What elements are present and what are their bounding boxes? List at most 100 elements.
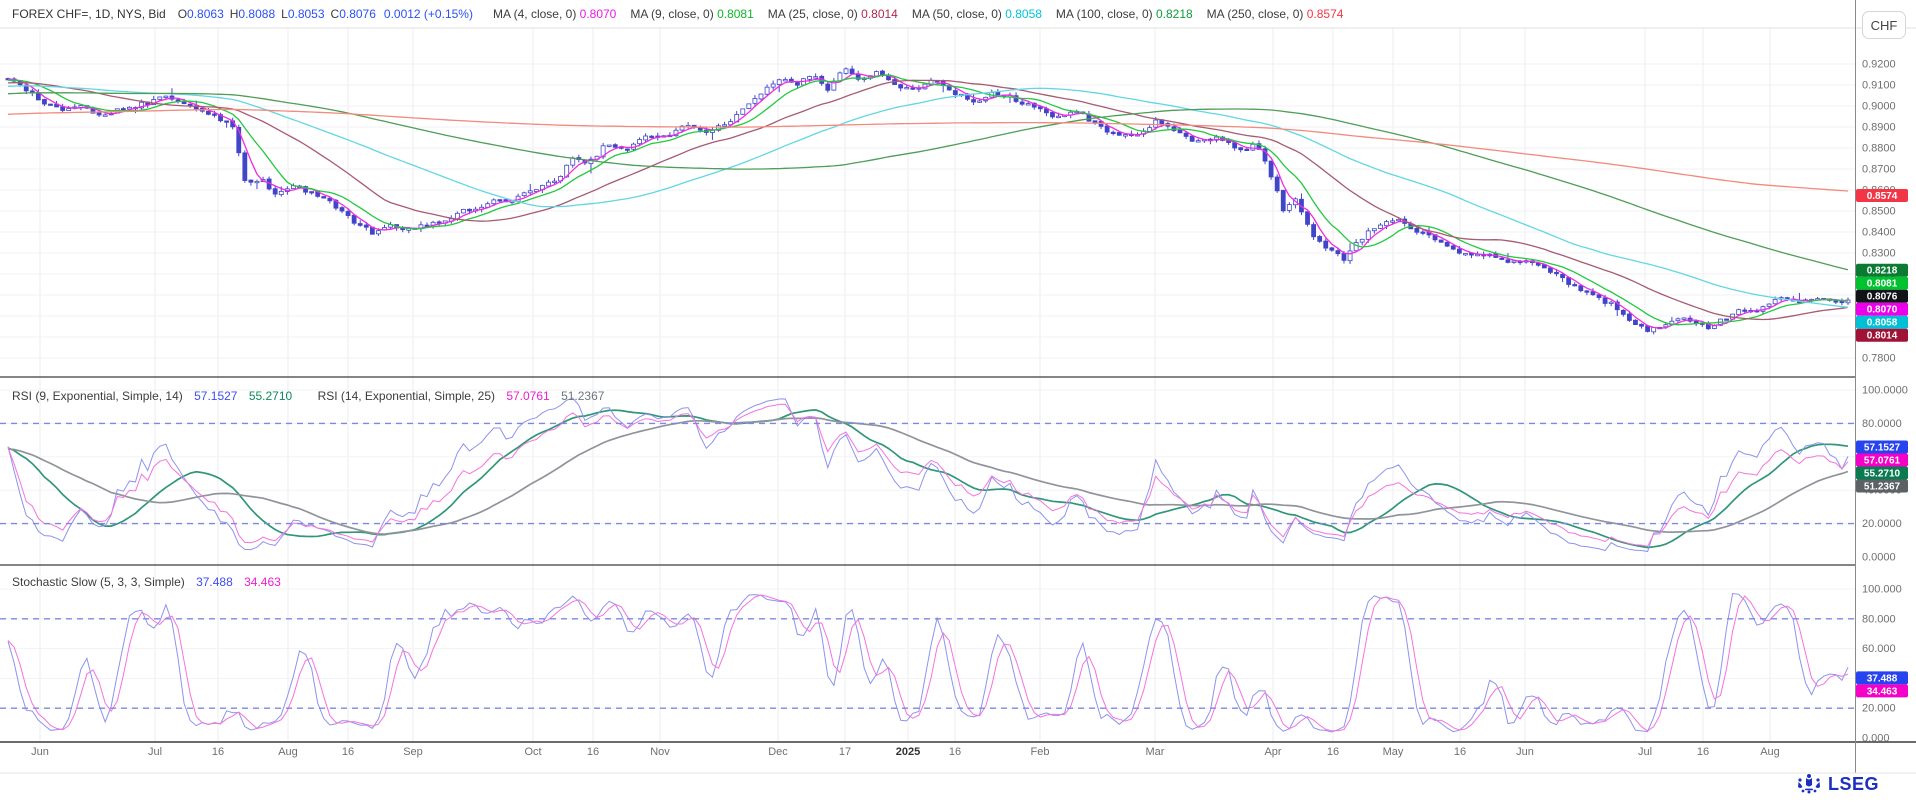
rsi-label-2: RSI (14, Exponential, Simple, 25) xyxy=(317,389,495,403)
rsi-axis-badges: 57.1527 57.0761 55.2710 51.2367 xyxy=(1856,440,1908,493)
ma-legend-item: MA (4, close, 0) 0.8070 xyxy=(492,7,617,21)
rsi-value-4: 51.2367 xyxy=(561,389,605,403)
change-value: 0.0012 (+0.15%) xyxy=(383,7,473,21)
stoch-d-value: 34.463 xyxy=(244,575,281,589)
svg-text:20.0000: 20.0000 xyxy=(1862,518,1902,530)
stoch-d-line xyxy=(7,594,1849,732)
ma-legend-item: MA (25, close, 0) 0.8014 xyxy=(767,7,898,21)
axis-badge xyxy=(1856,440,1908,454)
svg-text:Aug: Aug xyxy=(278,746,298,758)
svg-text:0.8070: 0.8070 xyxy=(1867,305,1898,316)
svg-text:16: 16 xyxy=(212,746,224,758)
axis-badge xyxy=(1856,671,1908,685)
svg-text:2025: 2025 xyxy=(896,746,920,758)
svg-text:16: 16 xyxy=(1327,746,1339,758)
svg-text:57.0761: 57.0761 xyxy=(1864,455,1901,466)
stoch-axis-badges: 37.488 34.463 xyxy=(1856,671,1908,698)
ma-4-line xyxy=(7,73,1849,329)
stoch-k-line xyxy=(7,592,1849,733)
rsi9-line xyxy=(7,397,1849,553)
svg-text:16: 16 xyxy=(1697,746,1709,758)
axis-badge xyxy=(1856,684,1908,698)
rsi9-smooth-line xyxy=(7,409,1849,549)
ma-50-line xyxy=(7,85,1849,308)
svg-text:0.000: 0.000 xyxy=(1862,733,1890,745)
svg-text:May: May xyxy=(1383,746,1404,758)
ma-legend-item: MA (50, close, 0) 0.8058 xyxy=(911,7,1042,21)
axis-badge xyxy=(1856,328,1908,342)
ohlc-field: H0.8088 xyxy=(229,7,276,21)
axis-badge xyxy=(1856,276,1908,290)
instrument-title: FOREX CHF=, 1D, NYS, Bid xyxy=(12,7,166,21)
svg-text:55.2710: 55.2710 xyxy=(1864,468,1901,479)
axis-badge xyxy=(1856,315,1908,329)
stoch-label: Stochastic Slow (5, 3, 3, Simple) xyxy=(12,575,185,589)
ma-legend-item: MA (100, close, 0) 0.8218 xyxy=(1055,7,1193,21)
svg-text:0.8900: 0.8900 xyxy=(1862,122,1896,134)
ma-legend-item: MA (250, close, 0) 0.8574 xyxy=(1206,7,1344,21)
ma-250-line xyxy=(7,108,1849,192)
svg-text:Apr: Apr xyxy=(1264,746,1281,758)
instrument-legend-bar: FOREX CHF=, 1D, NYS, Bid O0.8063 H0.8088 L… xyxy=(0,0,1862,28)
svg-text:16: 16 xyxy=(342,746,354,758)
axis-badge xyxy=(1856,302,1908,316)
axis-badge xyxy=(1856,453,1908,467)
time-axis[interactable]: Jun Jul 16 Aug 16 Sep Oct 16 Nov Dec 17 2025 16 Feb Ma… xyxy=(31,742,1856,760)
svg-text:100.0000: 100.0000 xyxy=(1862,385,1908,397)
svg-text:17: 17 xyxy=(839,746,851,758)
ma-25-line xyxy=(7,79,1849,321)
svg-text:0.9200: 0.9200 xyxy=(1862,59,1896,71)
svg-text:100.000: 100.000 xyxy=(1862,584,1902,596)
grid-lines xyxy=(0,28,1855,742)
svg-text:0.8218: 0.8218 xyxy=(1867,266,1898,277)
svg-text:Nov: Nov xyxy=(650,746,670,758)
svg-text:0.8800: 0.8800 xyxy=(1862,143,1896,155)
axis-badge xyxy=(1856,188,1908,202)
price-axis[interactable]: 0.92000.91000.90000.89000.88000.87000.86… xyxy=(1862,59,1908,745)
svg-text:0.8574: 0.8574 xyxy=(1867,191,1898,202)
lseg-crest-icon xyxy=(1798,774,1820,794)
ohlc-values: O0.8063 H0.8088 L0.8053 C0.8076 xyxy=(172,7,376,21)
svg-text:0.8700: 0.8700 xyxy=(1862,164,1896,176)
svg-text:Mar: Mar xyxy=(1146,746,1165,758)
svg-text:16: 16 xyxy=(949,746,961,758)
stochastic-legend: Stochastic Slow (5, 3, 3, Simple) 37.488… xyxy=(12,575,281,589)
ohlc-field: C0.8076 xyxy=(330,7,376,21)
rsi-value-1: 57.1527 xyxy=(194,389,238,403)
svg-text:16: 16 xyxy=(587,746,599,758)
stoch-k-value: 37.488 xyxy=(196,575,233,589)
svg-text:Jul: Jul xyxy=(1638,746,1652,758)
svg-text:16: 16 xyxy=(1454,746,1466,758)
svg-text:0.8300: 0.8300 xyxy=(1862,248,1896,260)
axis-badge xyxy=(1856,479,1908,493)
ma-legend-group: MA (4, close, 0) 0.8070 MA (9, close, 0) … xyxy=(479,7,1343,21)
svg-text:80.0000: 80.0000 xyxy=(1862,418,1902,430)
svg-text:Sep: Sep xyxy=(403,746,423,758)
svg-text:Oct: Oct xyxy=(524,746,541,758)
lseg-logo: LSEG xyxy=(1796,772,1879,796)
svg-text:0.7800: 0.7800 xyxy=(1862,353,1896,365)
svg-text:60.000: 60.000 xyxy=(1862,643,1896,655)
svg-text:Feb: Feb xyxy=(1031,746,1050,758)
rsi-value-2: 55.2710 xyxy=(248,389,293,403)
rsi-label-1: RSI (9, Exponential, Simple, 14) xyxy=(12,389,183,403)
svg-text:20.000: 20.000 xyxy=(1862,703,1896,715)
svg-text:37.488: 37.488 xyxy=(1867,673,1898,684)
svg-text:Jun: Jun xyxy=(31,746,49,758)
svg-text:0.8400: 0.8400 xyxy=(1862,227,1896,239)
rsi14-line xyxy=(7,403,1849,547)
ohlc-field: L0.8053 xyxy=(281,7,325,21)
svg-text:Jun: Jun xyxy=(1516,746,1534,758)
axis-badge xyxy=(1856,466,1908,480)
currency-button[interactable]: CHF xyxy=(1862,11,1906,39)
svg-text:Dec: Dec xyxy=(768,746,788,758)
ma-legend-item: MA (9, close, 0) 0.8081 xyxy=(630,7,754,21)
ohlc-field: O0.8063 xyxy=(177,7,224,21)
svg-text:0.8076: 0.8076 xyxy=(1867,292,1898,303)
svg-text:0.8014: 0.8014 xyxy=(1867,331,1898,342)
svg-text:80.000: 80.000 xyxy=(1862,613,1896,625)
svg-text:34.463: 34.463 xyxy=(1867,686,1898,697)
rsi14-smooth-line xyxy=(7,417,1849,535)
